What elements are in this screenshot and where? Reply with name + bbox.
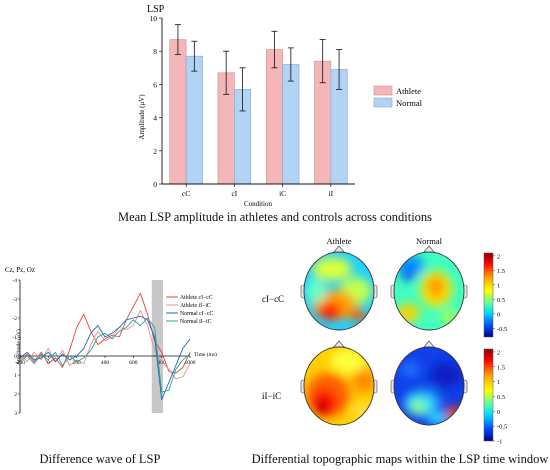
error-bar-athlete-iC [271, 30, 278, 69]
bar-x-tick-label: iI [329, 189, 334, 198]
topo-maps: Athlete Normal cI−cC iI−iC [262, 236, 507, 446]
colorbar-tick-label: 0 [497, 409, 500, 416]
colorbar-tick-label: 1 [497, 379, 500, 386]
bar-y-tick-label: 10 [150, 14, 158, 23]
bar-y-tick-label: 6 [153, 80, 157, 89]
bar-y-axis-label: Amplitude (μV) [138, 94, 146, 140]
error-bar-normal-cC [191, 40, 198, 72]
topo-col-label-normal: Normal [416, 236, 443, 246]
bar-y-tick-label: 4 [153, 114, 157, 123]
colorbar-tick-label: 0 [497, 311, 500, 318]
wave-series-2 [19, 315, 191, 401]
wave-y-tick-label: 3 [14, 411, 17, 417]
topo-map-athlete-ii-ic [300, 340, 378, 426]
wave-legend: Athlete cI−cC Athlete iI−iC Normal cI−cC No… [166, 295, 214, 325]
topo-col-label-athlete: Athlete [326, 236, 351, 246]
bar-x-axis-label: Condition [244, 200, 273, 208]
colorbar-tick-label: -0.5 [497, 424, 507, 431]
colorbar-tick-label: 1.5 [497, 364, 505, 371]
wave-x-axis-label: Time (ms) [194, 351, 217, 358]
lsp-time-window [151, 280, 164, 413]
colorbar-tick-label: -0.5 [497, 326, 507, 333]
topo-row-label-ci-cc: cI−cC [262, 294, 284, 304]
legend-label-normal: Normal [396, 98, 423, 108]
wave-y-tick-label: 1 [14, 373, 17, 379]
wave-x-tick-label: -200 [15, 360, 25, 366]
colorbar-tick-label: 2 [497, 253, 500, 260]
colorbar-tick-label: 2 [497, 349, 500, 356]
wave-y-tick-label: 0 [14, 354, 17, 360]
error-bar-athlete-cI [223, 50, 230, 95]
colorbar-tick-label: -1 [497, 439, 502, 446]
wave-x-tick-label: 1000 [185, 360, 196, 366]
error-bar-normal-iC [287, 47, 294, 82]
error-bar-athlete-cC [174, 24, 181, 55]
bar-normal-iC [282, 64, 300, 185]
legend-swatch-normal [373, 97, 393, 108]
wave-x-tick-label: 600 [129, 360, 138, 366]
legend-swatch-athlete [373, 85, 393, 96]
bar-y-tick-label: 8 [153, 47, 157, 56]
wave-x-tick-label: 200 [73, 360, 82, 366]
colorbar-top: 2 1.5 1 0.5 0 -0.5 [483, 252, 507, 338]
wave-chart-caption: Difference wave of LSP [39, 452, 161, 466]
error-bar-normal-iI [336, 49, 343, 90]
wave-y-tick-label: -4 [12, 278, 17, 284]
bar-x-tick-label: iC [279, 189, 286, 198]
topo-maps-caption: Differential topographic maps within the… [251, 452, 549, 466]
wave-y-axis-label: Amplitude (μV) [15, 329, 22, 365]
wave-series-0 [19, 292, 191, 374]
error-bar-athlete-iI [319, 39, 326, 84]
bar-athlete-iC [265, 49, 283, 185]
topo-map-athlete-ci-cc [300, 245, 378, 331]
error-bar-normal-cI [239, 67, 246, 112]
wave-legend-label-2: Normal cI−cC [180, 311, 214, 317]
wave-series-3 [19, 317, 191, 393]
wave-legend-label-1: Athlete iI−iC [180, 303, 211, 309]
colorbar-tick-label: 1 [497, 282, 500, 289]
wave-legend-label-0: Athlete cI−cC [180, 295, 213, 301]
legend-label-athlete: Athlete [396, 86, 421, 96]
wave-y-tick-label: -2 [12, 316, 17, 322]
bar-athlete-cC [169, 39, 187, 185]
bar-chart-caption: Mean LSP amplitude in athletes and contr… [117, 210, 433, 224]
bar-y-tick-label: 2 [153, 147, 157, 156]
wave-series-1 [19, 309, 191, 380]
colorbar-bottom: 2 1.5 1 0.5 0 -0.5 -1 [483, 348, 507, 446]
wave-y-tick-label: -3 [12, 297, 17, 303]
topo-map-normal-ii-ic [390, 340, 468, 426]
wave-chart-title: Cz, Pz, Oz [5, 266, 35, 274]
topo-row-label-ii-ic: iI−iC [262, 391, 281, 401]
wave-y-tick-label: -1 [12, 335, 17, 341]
colorbar-tick-label: 1.5 [497, 268, 505, 275]
bar-legend: Athlete Normal [373, 85, 423, 108]
colorbar-tick-label: 0.5 [497, 394, 505, 401]
wave-legend-label-3: Normal iI−iC [180, 319, 212, 325]
bar-chart: LSP Amplitude (μV) Condition 0 2 4 6 8 10 cC c… [138, 4, 423, 208]
bar-normal-cC [185, 55, 203, 185]
bar-x-tick-label: cC [182, 189, 190, 198]
bar-chart-title: LSP [147, 4, 165, 15]
wave-y-tick-label: 2 [14, 392, 17, 398]
bar-x-tick-label: cI [231, 189, 237, 198]
bar-y-tick-label: 0 [153, 180, 157, 189]
colorbar-tick-label: 0.5 [497, 297, 505, 304]
topo-map-normal-ci-cc [390, 245, 468, 331]
wave-x-tick-label: 400 [101, 360, 110, 366]
wave-x-tick-label: 800 [158, 360, 167, 366]
